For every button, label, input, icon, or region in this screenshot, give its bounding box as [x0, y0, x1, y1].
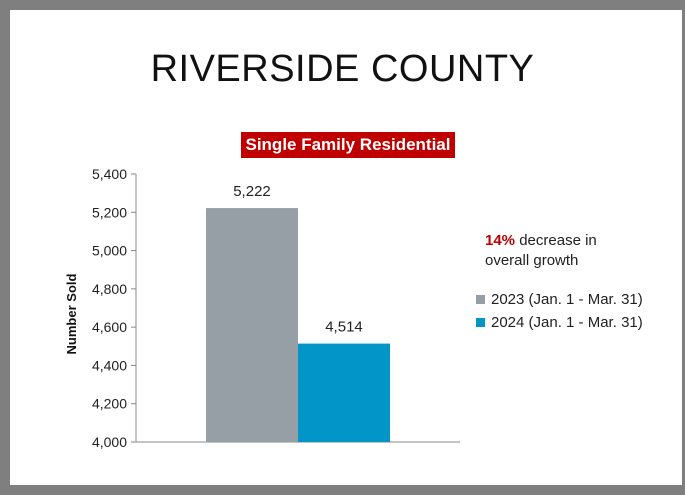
y-tick-label: 5,200: [92, 204, 127, 220]
legend-swatch-2023: [476, 295, 485, 304]
subtitle-badge: Single Family Residential: [241, 132, 455, 158]
legend-item-2023: 2023 (Jan. 1 - Mar. 31): [476, 288, 643, 311]
y-tick-label: 4,000: [92, 434, 127, 450]
legend-item-2024: 2024 (Jan. 1 - Mar. 31): [476, 311, 643, 334]
percent-change: 14%: [485, 232, 516, 249]
annotation-line1: decrease in: [515, 232, 597, 249]
y-axis-title: Number Sold: [64, 273, 79, 354]
data-label-2024: 4,514: [325, 319, 363, 336]
legend-swatch-2024: [476, 318, 485, 327]
legend-label-2023: 2023 (Jan. 1 - Mar. 31): [491, 291, 643, 308]
y-tick-label: 4,600: [92, 319, 127, 335]
y-tick-label: 4,200: [92, 396, 127, 412]
growth-annotation: 14% decrease in overall growth: [485, 231, 635, 271]
y-tick-label: 5,000: [92, 243, 127, 259]
annotation-line2: overall growth: [485, 252, 579, 269]
chart-legend: 2023 (Jan. 1 - Mar. 31) 2024 (Jan. 1 - M…: [476, 288, 643, 334]
bar-2024: [298, 343, 390, 442]
y-tick-label: 4,800: [92, 281, 127, 297]
page-title: RIVERSIDE COUNTY: [150, 48, 535, 90]
legend-label-2024: 2024 (Jan. 1 - Mar. 31): [491, 314, 643, 331]
y-tick-label: 5,400: [92, 166, 127, 182]
y-tick-label: 4,400: [92, 357, 127, 373]
bar-2023: [206, 208, 298, 442]
data-label-2023: 5,222: [233, 183, 271, 200]
